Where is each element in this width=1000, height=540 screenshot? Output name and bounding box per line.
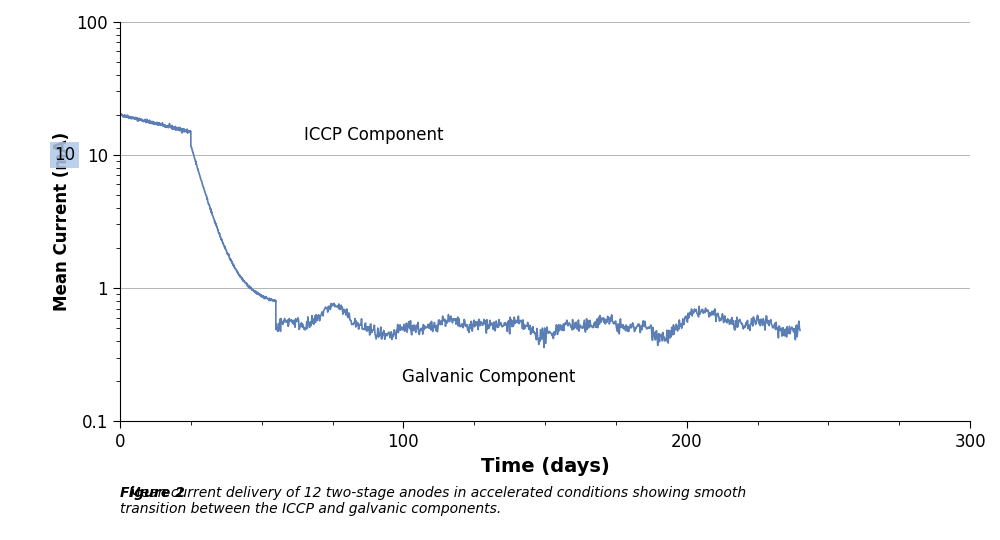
Y-axis label: Mean Current (mA): Mean Current (mA) [53, 132, 71, 311]
Text: ICCP Component: ICCP Component [304, 126, 444, 144]
Text: Figure 2: Figure 2 [120, 486, 185, 500]
Text: Galvanic Component: Galvanic Component [402, 368, 575, 386]
Text: Mean current delivery of 12 two-stage anodes in accelerated conditions showing s: Mean current delivery of 12 two-stage an… [120, 486, 746, 516]
X-axis label: Time (days): Time (days) [481, 456, 609, 476]
Text: 10: 10 [54, 146, 75, 164]
